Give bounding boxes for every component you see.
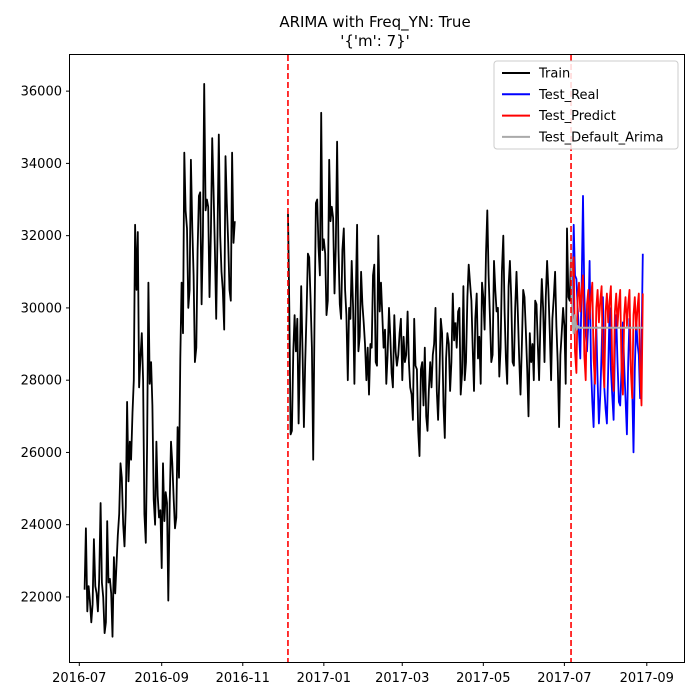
y-tick-label: 28000: [21, 374, 62, 389]
x-tick-label: 2016-07: [52, 671, 106, 686]
y-tick-label: 34000: [21, 157, 62, 172]
legend: Train Test_Real Test_Predict Test_Default_A…: [493, 60, 679, 150]
legend-label: Test_Predict: [538, 109, 616, 124]
legend-label: Test_Real: [538, 88, 599, 103]
series-line-train: [287, 111, 457, 461]
x-axis: 2016-07 2016-09 2016-11 2017-01 2017-03 2017-…: [52, 662, 674, 686]
series-line-train: [83, 83, 236, 638]
legend-label: Test_Default_Arima: [538, 130, 664, 145]
x-tick-label: 2017-05: [456, 671, 510, 686]
y-tick-label: 22000: [21, 590, 62, 605]
plot-area: [83, 55, 644, 662]
chart-subtitle: '{'m': 7}': [340, 32, 410, 50]
chart-title: ARIMA with Freq_YN: True: [279, 13, 470, 32]
series-line-test-predict: [570, 256, 644, 407]
y-tick-label: 36000: [21, 85, 62, 100]
legend-box: [493, 60, 679, 150]
x-tick-label: 2016-09: [135, 671, 189, 686]
x-tick-label: 2017-03: [375, 671, 429, 686]
series-line-test-default-arima: [570, 257, 643, 335]
y-axis: 22000 24000 26000 28000 30000 32000 34000 36000: [21, 85, 70, 605]
series-line-train: [454, 209, 572, 429]
y-tick-label: 30000: [21, 301, 62, 316]
legend-label: Train: [538, 67, 570, 82]
plot-frame: [69, 54, 685, 663]
x-tick-label: 2017-09: [620, 671, 674, 686]
y-tick-label: 24000: [21, 518, 62, 533]
x-tick-label: 2016-11: [216, 671, 270, 686]
y-tick-label: 32000: [21, 229, 62, 244]
y-tick-label: 26000: [21, 446, 62, 461]
x-tick-label: 2017-07: [537, 671, 591, 686]
x-tick-label: 2017-01: [297, 671, 351, 686]
